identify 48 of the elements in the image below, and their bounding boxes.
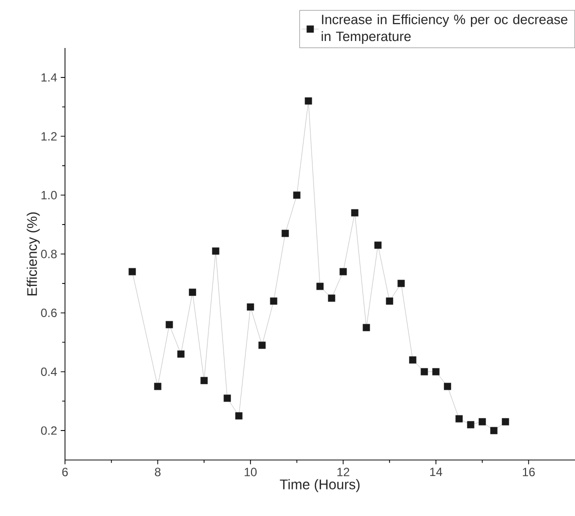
point <box>200 376 208 384</box>
point <box>386 298 394 305</box>
point <box>166 321 173 328</box>
y-tick-label: 1.2 <box>42 132 57 140</box>
point <box>177 350 184 358</box>
x-tick-label: 14 <box>430 468 442 476</box>
point <box>409 356 416 364</box>
point <box>502 418 510 426</box>
point <box>362 324 370 332</box>
point <box>154 382 162 390</box>
point <box>490 426 498 434</box>
point <box>316 282 324 290</box>
point <box>432 368 440 376</box>
x-tick-label: 12 <box>337 468 350 476</box>
point <box>478 418 486 426</box>
point <box>304 97 312 105</box>
point <box>398 280 405 288</box>
point <box>224 394 231 402</box>
point <box>328 294 336 302</box>
y-axis-title: Efficiency (%) <box>26 212 40 296</box>
x-tick-label: 6 <box>62 468 68 476</box>
x-tick-label: 16 <box>522 468 535 476</box>
x-axis-title: Time (Hours) <box>280 479 360 492</box>
point <box>212 247 220 255</box>
point <box>270 298 278 305</box>
point <box>258 342 266 349</box>
y-tick-label: 0.8 <box>41 250 57 258</box>
point <box>282 230 289 237</box>
point <box>467 421 474 428</box>
point <box>444 382 452 390</box>
y-tick-label: 1.0 <box>42 190 57 200</box>
point <box>188 288 196 296</box>
point <box>456 415 463 422</box>
legend-label: Increase in Efficiency % per oc decrease in Temperature <box>322 14 568 44</box>
point <box>374 242 382 249</box>
y-tick-label: 0.4 <box>41 367 57 376</box>
y-tick-label: 0.2 <box>41 426 57 435</box>
point <box>246 303 254 311</box>
x-tick-label: 10 <box>244 468 257 476</box>
point <box>351 209 358 216</box>
x-tick-label: 8 <box>154 468 161 476</box>
point <box>235 412 242 420</box>
point <box>420 368 428 376</box>
point <box>293 192 300 199</box>
point <box>340 268 347 276</box>
y-tick-label: 1.4 <box>42 73 57 82</box>
y-tick-label: 0.6 <box>41 308 57 318</box>
point <box>128 268 136 276</box>
